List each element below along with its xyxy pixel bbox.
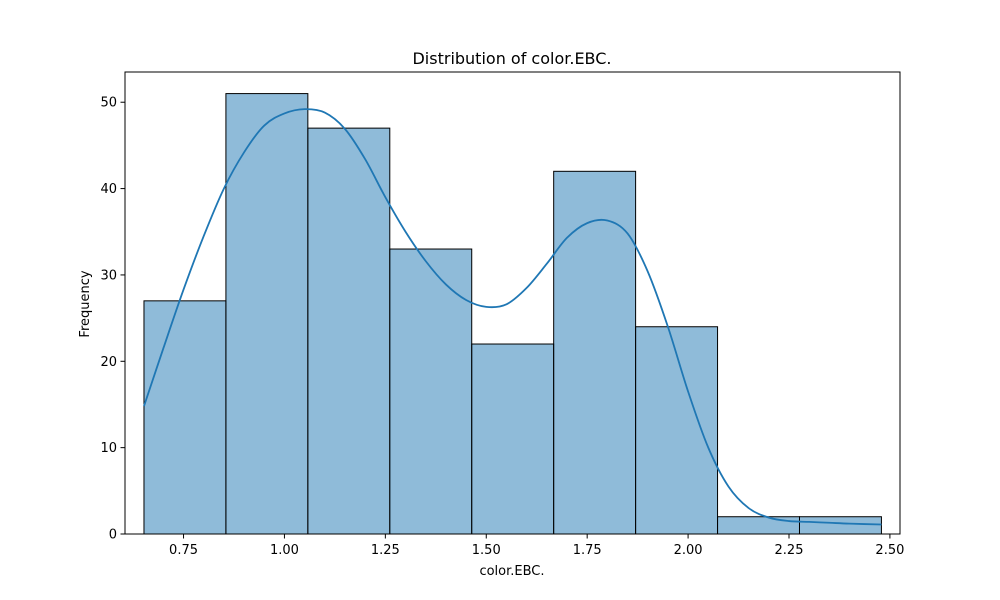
chart-title: Distribution of color.EBC. — [412, 49, 611, 68]
histogram-bar-2 — [307, 127, 391, 535]
histogram-bar-5 — [553, 170, 637, 535]
histogram-bar-8 — [798, 516, 882, 535]
plot-frame — [124, 71, 901, 535]
histogram-bar-1 — [225, 93, 309, 535]
x-tick-label: 1.25 — [371, 543, 400, 558]
x-tick-label: 1.75 — [573, 543, 602, 558]
x-axis-label: color.EBC. — [479, 564, 544, 579]
histogram-bar-6 — [635, 326, 719, 535]
kde-line — [143, 108, 882, 526]
x-tick-label: 2.50 — [875, 543, 904, 558]
y-axis-label: Frequency — [78, 270, 93, 337]
x-tick-label: 2.25 — [775, 543, 804, 558]
histogram-bar-7 — [717, 516, 800, 535]
y-tick-label: 10 — [100, 441, 117, 456]
histogram-bar-0 — [143, 300, 227, 535]
x-tick-label: 2.00 — [674, 543, 703, 558]
y-tick-label: 30 — [100, 268, 117, 283]
x-tick-label: 1.00 — [270, 543, 299, 558]
bars-group — [143, 93, 882, 535]
y-tick-label: 50 — [100, 96, 117, 111]
y-tick-label: 40 — [100, 182, 117, 197]
y-tick-label: 20 — [100, 355, 117, 370]
histogram-bar-3 — [389, 248, 473, 535]
y-axis: 0 10 20 30 40 50 — [100, 96, 125, 543]
histogram-bar-4 — [471, 343, 555, 535]
x-tick-label: 0.75 — [169, 543, 198, 558]
x-axis: 0.75 1.00 1.25 1.50 1.75 2.00 2.25 2.50 — [169, 534, 904, 558]
y-tick-label: 0 — [109, 528, 117, 543]
x-tick-label: 1.50 — [472, 543, 501, 558]
